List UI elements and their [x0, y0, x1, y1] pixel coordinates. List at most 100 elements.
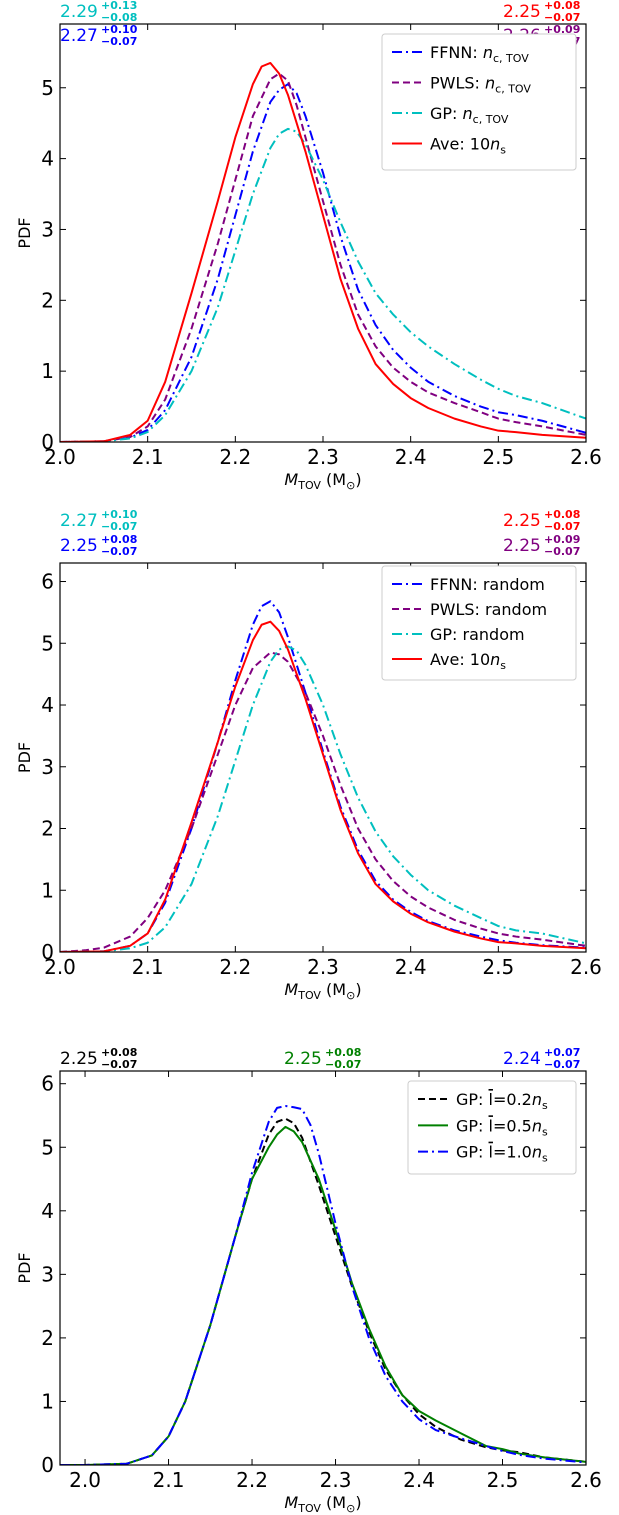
legend-label-prefix: PWLS: random	[430, 600, 547, 619]
legend-label-mid: =0.2	[493, 1090, 532, 1109]
annotation-minus: −0.07	[544, 1058, 580, 1071]
legend-entry-3: Ave: 10ns	[430, 650, 506, 672]
series-line-2	[60, 645, 586, 952]
legend-label-var: l	[489, 1090, 493, 1109]
annotation-value: 2.24	[503, 1049, 541, 1069]
annotation-minus: −0.07	[101, 545, 137, 558]
series-line-2	[60, 1104, 586, 1465]
legend-label-sub: s	[542, 1099, 548, 1112]
legend-entry-0: FFNN: nc, TOV	[430, 43, 529, 65]
x-tick-label: 2.6	[570, 955, 602, 979]
x-tick-label: 2.0	[44, 955, 76, 979]
x-axis-label: MTOV (M⊙)	[284, 1493, 361, 1515]
legend-label-prefix: PWLS:	[430, 74, 485, 93]
y-tick-label: 2	[41, 1326, 54, 1350]
annotation-value: 2.25	[60, 536, 98, 556]
legend-label-sub: s	[500, 659, 506, 672]
series-line-0	[60, 600, 586, 952]
x-axis-label-close: )	[355, 980, 361, 999]
axes-frame	[59, 1070, 587, 1466]
annotation-plus: +0.09	[544, 23, 580, 36]
legend-label-sub: c, TOV	[495, 83, 531, 96]
chart-panel-bottom: 2.0 2.1 2.2 2.3 2.4 2.5 2.6 0 1 2 3 4 5 6 PDF MTOV (M⊙)…	[15, 1046, 602, 1515]
legend-entry-2: GP: l=1.0ns	[456, 1143, 548, 1165]
uncertainty-annotation: 2.25 +0.08−0.07	[60, 1046, 137, 1071]
annotation-plus: +0.10	[101, 508, 138, 521]
x-axis-label-sub: TOV	[297, 1502, 321, 1515]
legend-label-prefix: GP:	[456, 1116, 489, 1135]
legend-label-var: n	[490, 650, 500, 669]
legend-label-sub: s	[542, 1125, 548, 1138]
annotation-plus: +0.13	[101, 0, 137, 12]
annotation-value: 2.25	[503, 511, 541, 531]
x-axis-label-unit-sub: ⊙	[346, 479, 355, 492]
x-tick-label: 2.1	[153, 1468, 185, 1492]
annotation-minus: −0.07	[325, 1058, 361, 1071]
legend-entry-2: GP: random	[430, 625, 525, 644]
uncertainty-annotation: 2.27 +0.10−0.07	[60, 23, 138, 48]
annotation-value: 2.25	[503, 2, 541, 22]
legend-label-mid: =0.5	[493, 1116, 532, 1135]
legend-label-var2: n	[532, 1116, 542, 1135]
y-tick-label: 4	[41, 693, 54, 717]
annotation-minus: −0.07	[101, 520, 137, 533]
legend-entry-3: Ave: 10ns	[430, 135, 506, 157]
y-tick-label: 2	[41, 817, 54, 841]
x-tick-label: 2.5	[482, 445, 514, 469]
legend-label-prefix: GP: random	[430, 625, 525, 644]
x-tick-label: 2.4	[395, 445, 427, 469]
y-tick-label: 1	[41, 878, 54, 902]
y-tick-label: 5	[41, 76, 54, 100]
legend-label-var: n	[463, 104, 473, 123]
annotation-plus: +0.10	[101, 23, 138, 36]
x-axis-label-main: M	[284, 470, 298, 489]
x-tick-label: 2.6	[570, 445, 602, 469]
series-line-1	[60, 1125, 586, 1465]
chart-panel-top: 2.0 2.1 2.2 2.3 2.4 2.5 2.6 0 1 2 3 4 5 PDF MTOV (M⊙) 2…	[15, 0, 602, 492]
x-axis-label-unit-sub: ⊙	[346, 1502, 355, 1515]
x-tick-label: 2.3	[307, 955, 339, 979]
legend-label-prefix: GP:	[430, 104, 463, 123]
chart-panel-middle: 2.0 2.1 2.2 2.3 2.4 2.5 2.6 0 1 2 3 4 5 6 PDF MTOV (M⊙)…	[15, 508, 602, 1002]
x-tick-label: 2.2	[219, 445, 251, 469]
legend-box	[381, 33, 577, 171]
legend-box	[407, 1080, 577, 1175]
legend-label-sub: s	[500, 144, 506, 157]
annotation-value: 2.25	[60, 1049, 98, 1069]
uncertainty-annotation: 2.25 +0.08−0.07	[503, 508, 580, 533]
annotation-plus: +0.08	[325, 1046, 361, 1059]
legend-label-var2: n	[532, 1143, 542, 1162]
x-axis-label-close: )	[355, 470, 361, 489]
uncertainty-annotation: 2.25 +0.08−0.07	[284, 1046, 361, 1071]
annotation-minus: −0.07	[101, 1058, 137, 1071]
annotation-minus: −0.07	[544, 11, 580, 24]
legend-label-mid: =1.0	[493, 1143, 532, 1162]
x-tick-label: 2.1	[132, 955, 164, 979]
y-tick-label: 0	[41, 430, 54, 454]
legend-label-var: n	[483, 43, 493, 62]
legend-label-prefix: Ave: 10	[430, 135, 490, 154]
legend-label-prefix: Ave: 10	[430, 650, 490, 669]
series-line-3	[60, 620, 586, 952]
x-tick-label: 2.2	[219, 955, 251, 979]
annotation-plus: +0.08	[101, 533, 137, 546]
x-axis-label: MTOV (M⊙)	[284, 470, 361, 492]
x-axis-label-main: M	[284, 1493, 298, 1512]
y-tick-label: 2	[41, 288, 54, 312]
y-tick-label: 6	[41, 1072, 54, 1096]
annotation-plus: +0.08	[101, 1046, 137, 1059]
annotation-minus: −0.07	[544, 520, 580, 533]
x-tick-label: 2.5	[487, 1468, 519, 1492]
uncertainty-annotation: 2.25 +0.08−0.07	[60, 533, 137, 558]
x-axis-label-close: )	[355, 1493, 361, 1512]
legend: FFNN: random PWLS: random GP: random Ave: 1…	[381, 565, 577, 681]
legend-label-prefix: FFNN: random	[430, 575, 545, 594]
y-tick-label: 3	[41, 217, 54, 241]
x-axis-label-unit: (M	[321, 470, 346, 489]
annotation-minus: −0.08	[101, 11, 137, 24]
series-line-3	[60, 61, 586, 442]
uncertainty-annotation: 2.27 +0.10−0.07	[60, 508, 138, 533]
legend-label-prefix: GP:	[456, 1143, 489, 1162]
